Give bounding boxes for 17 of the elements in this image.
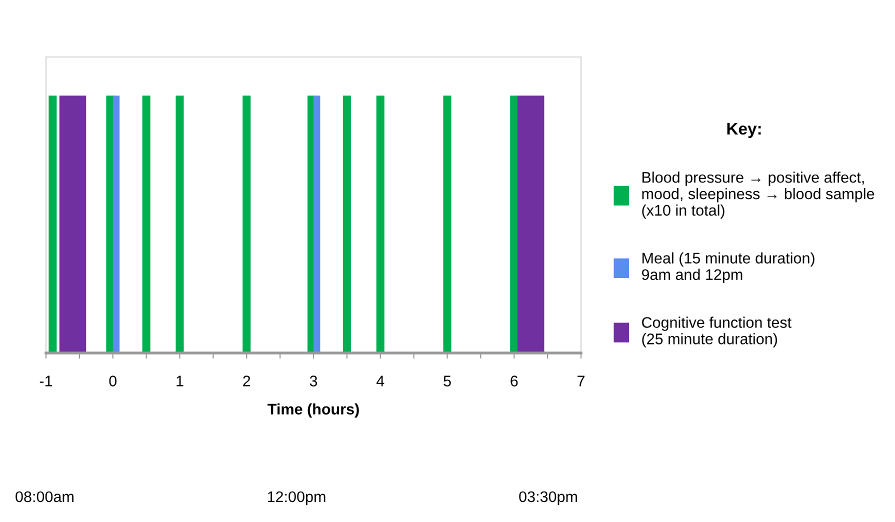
x-tick-label: -1 xyxy=(40,376,52,386)
text: 08:00am xyxy=(16,491,74,502)
x-axis-title: Time (hours) xyxy=(268,403,359,418)
legend-label: Blood pressure → positive affect, mood, sleepiness → blood sample (x10 in total) xyxy=(642,172,874,219)
text: 12:00pm xyxy=(268,491,326,506)
text: 03:30pm xyxy=(519,491,577,506)
x-tick-label: 5 xyxy=(444,376,451,386)
x-tick-label: 7 xyxy=(578,376,584,386)
x-tick-label: 0 xyxy=(109,376,117,386)
legend-label: Meal (15 minute duration) 9am and 12pm xyxy=(642,252,814,284)
legend-label: Cognitive function test (25 minute duration) xyxy=(642,316,792,348)
x-tick-label: 4 xyxy=(376,376,384,386)
x-tick-label: 1 xyxy=(176,376,184,386)
x-tick-label: 2 xyxy=(243,376,250,386)
x-tick-label: 6 xyxy=(510,376,518,386)
legend-title: Key: xyxy=(727,123,761,138)
x-tick-label: 3 xyxy=(310,376,318,386)
